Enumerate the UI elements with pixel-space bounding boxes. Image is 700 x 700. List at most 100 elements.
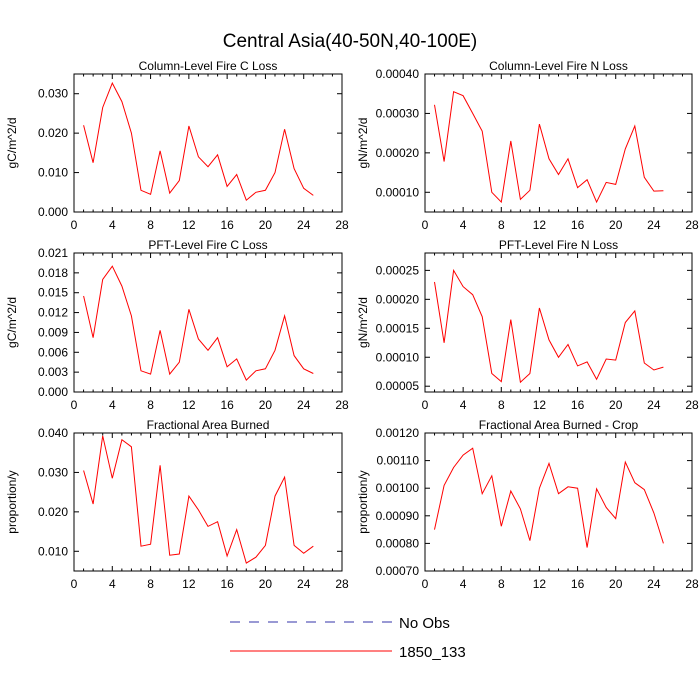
series-line-1 [434, 447, 664, 548]
x-tick-label: 24 [647, 218, 661, 232]
plot-frame [424, 252, 693, 393]
x-tick-label: 8 [498, 398, 505, 412]
chart-panels: Column-Level Fire C Loss gC/m^2/d 0 4 8 12 16 2… [5, 59, 699, 591]
plot-frame [73, 73, 343, 213]
x-tick-label: 4 [109, 398, 116, 412]
x-tick-label: 0 [71, 218, 78, 232]
chart-title: Fractional Area Burned [147, 418, 270, 432]
y-tick-label: 0.00090 [376, 509, 420, 523]
y-axis-label: gC/m^2/d [5, 118, 19, 169]
x-tick-label: 28 [335, 218, 349, 232]
y-tick-label: 0.012 [38, 306, 68, 320]
chart-title: PFT-Level Fire N Loss [499, 238, 618, 252]
x-tick-label: 8 [147, 398, 154, 412]
y-tick-label: 0.006 [38, 345, 68, 359]
chart-panel-2: Column-Level Fire N Loss gN/m^2/d 0 4 8 12 16 2… [356, 59, 699, 232]
legend-label-no-obs: No Obs [399, 615, 450, 632]
y-tick-label: 0.030 [38, 465, 68, 479]
chart-title: PFT-Level Fire C Loss [148, 238, 267, 252]
x-tick-label: 20 [259, 398, 273, 412]
y-tick-label: 0.00020 [376, 146, 420, 160]
y-tick-label: 0.00015 [376, 321, 420, 335]
y-tick-label: 0.00020 [376, 292, 420, 306]
series-line-1 [83, 81, 314, 202]
y-tick-label: 0.00010 [376, 350, 420, 364]
series-line-1 [83, 435, 314, 564]
x-tick-label: 20 [609, 577, 623, 591]
figure-title: Central Asia(40-50N,40-100E) [223, 31, 478, 52]
x-tick-label: 0 [422, 218, 429, 232]
series-line-1 [434, 268, 664, 384]
x-tick-label: 16 [220, 218, 234, 232]
y-tick-label: 0.020 [38, 505, 68, 519]
chart-panel-5: Fractional Area Burned proportion/y 0 4 8 12 1… [5, 418, 349, 591]
y-tick-label: 0.00120 [376, 426, 420, 440]
x-tick-label: 28 [685, 218, 699, 232]
y-tick-label: 0.040 [38, 426, 68, 440]
x-tick-label: 4 [460, 218, 467, 232]
x-tick-label: 4 [460, 398, 467, 412]
x-tick-label: 8 [147, 218, 154, 232]
x-tick-label: 20 [259, 218, 273, 232]
y-tick-label: 0.010 [38, 166, 68, 180]
chart-title: Column-Level Fire C Loss [139, 59, 278, 73]
plot-frame [73, 432, 343, 572]
x-tick-label: 24 [647, 577, 661, 591]
y-tick-label: 0.015 [38, 286, 68, 300]
x-tick-label: 0 [422, 577, 429, 591]
x-tick-label: 0 [422, 398, 429, 412]
x-tick-label: 28 [335, 577, 349, 591]
chart-panel-1: Column-Level Fire C Loss gC/m^2/d 0 4 8 12 16 2… [5, 59, 349, 232]
chart-panel-4: PFT-Level Fire N Loss gN/m^2/d 0 4 8 12 16 20 24… [356, 238, 699, 412]
x-tick-label: 28 [685, 398, 699, 412]
x-tick-label: 8 [498, 577, 505, 591]
x-tick-label: 16 [571, 218, 585, 232]
x-tick-label: 20 [609, 398, 623, 412]
y-tick-label: 0.000 [38, 205, 68, 219]
x-tick-label: 8 [498, 218, 505, 232]
legend-label-1850-133: 1850_133 [399, 644, 466, 661]
y-axis-label: gC/m^2/d [5, 297, 19, 348]
chart-title: Fractional Area Burned - Crop [479, 418, 639, 432]
y-tick-label: 0.018 [38, 266, 68, 280]
y-tick-label: 0.00100 [376, 481, 420, 495]
x-tick-label: 24 [297, 398, 311, 412]
y-tick-label: 0.00025 [376, 263, 420, 277]
x-tick-label: 4 [109, 577, 116, 591]
chart-panel-3: PFT-Level Fire C Loss gC/m^2/d 0 4 8 12 16 20 24… [5, 238, 349, 412]
x-tick-label: 8 [147, 577, 154, 591]
x-tick-label: 0 [71, 577, 78, 591]
y-axis-label: proportion/y [5, 470, 19, 533]
y-tick-label: 0.009 [38, 325, 68, 339]
y-tick-label: 0.00070 [376, 564, 420, 578]
x-tick-label: 20 [259, 577, 273, 591]
legend: No Obs 1850_133 [230, 615, 466, 661]
plot-frame [424, 73, 693, 213]
y-tick-label: 0.00080 [376, 536, 420, 550]
chart-title: Column-Level Fire N Loss [489, 59, 628, 73]
x-tick-label: 12 [182, 218, 196, 232]
x-tick-label: 4 [109, 218, 116, 232]
x-tick-label: 12 [533, 218, 547, 232]
x-tick-label: 28 [335, 398, 349, 412]
x-tick-label: 16 [220, 398, 234, 412]
x-tick-label: 4 [460, 577, 467, 591]
x-tick-label: 20 [609, 218, 623, 232]
y-tick-label: 0.000 [38, 385, 68, 399]
x-tick-label: 16 [571, 398, 585, 412]
y-axis-label: gN/m^2/d [356, 297, 370, 348]
chart-panel-6: Fractional Area Burned - Crop proportion/… [356, 418, 699, 591]
y-tick-label: 0.030 [38, 87, 68, 101]
y-tick-label: 0.00005 [376, 379, 420, 393]
y-axis-label: gN/m^2/d [356, 118, 370, 169]
x-tick-label: 12 [533, 577, 547, 591]
x-tick-label: 16 [220, 577, 234, 591]
series-line-1 [434, 90, 664, 204]
y-tick-label: 0.00040 [376, 67, 420, 81]
series-line-1 [83, 265, 314, 381]
x-tick-label: 24 [647, 398, 661, 412]
x-tick-label: 12 [182, 577, 196, 591]
y-tick-label: 0.021 [38, 246, 68, 260]
x-tick-label: 12 [533, 398, 547, 412]
